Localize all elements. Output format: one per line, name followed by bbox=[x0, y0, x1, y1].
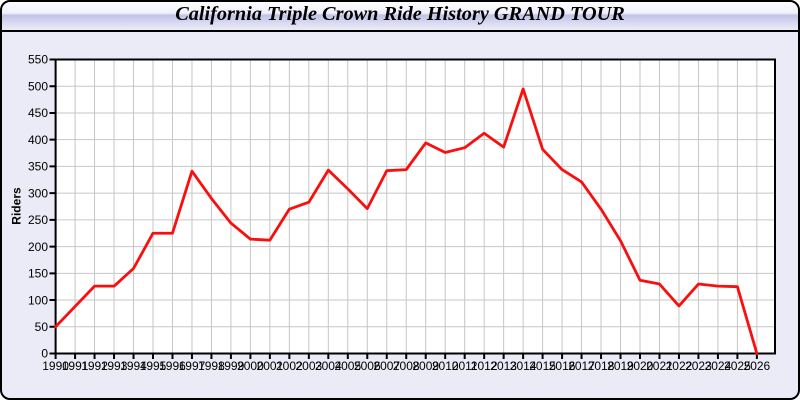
svg-text:2015: 2015 bbox=[529, 359, 556, 373]
svg-text:2016: 2016 bbox=[549, 359, 576, 373]
svg-text:1996: 1996 bbox=[159, 359, 186, 373]
svg-text:2022: 2022 bbox=[666, 359, 693, 373]
svg-text:2026: 2026 bbox=[744, 359, 771, 373]
svg-text:2002: 2002 bbox=[276, 359, 303, 373]
svg-text:2003: 2003 bbox=[295, 359, 322, 373]
svg-text:2004: 2004 bbox=[315, 359, 342, 373]
svg-text:1993: 1993 bbox=[101, 359, 128, 373]
svg-text:1997: 1997 bbox=[179, 359, 206, 373]
svg-text:2025: 2025 bbox=[724, 359, 751, 373]
svg-text:50: 50 bbox=[35, 320, 49, 334]
svg-text:2020: 2020 bbox=[627, 359, 654, 373]
svg-text:2014: 2014 bbox=[510, 359, 537, 373]
svg-text:2011: 2011 bbox=[452, 359, 478, 373]
svg-text:400: 400 bbox=[28, 133, 48, 147]
svg-text:2006: 2006 bbox=[354, 359, 381, 373]
svg-text:550: 550 bbox=[28, 53, 48, 67]
svg-text:1990: 1990 bbox=[42, 359, 69, 373]
svg-text:100: 100 bbox=[28, 293, 48, 307]
svg-text:2019: 2019 bbox=[607, 359, 634, 373]
svg-text:2024: 2024 bbox=[705, 359, 732, 373]
svg-text:2009: 2009 bbox=[412, 359, 439, 373]
svg-text:2013: 2013 bbox=[490, 359, 517, 373]
svg-text:2005: 2005 bbox=[334, 359, 361, 373]
svg-text:2017: 2017 bbox=[568, 359, 595, 373]
svg-text:2008: 2008 bbox=[393, 359, 420, 373]
svg-text:2007: 2007 bbox=[373, 359, 400, 373]
svg-text:450: 450 bbox=[28, 106, 48, 120]
svg-text:0: 0 bbox=[41, 347, 48, 361]
svg-text:1998: 1998 bbox=[198, 359, 225, 373]
svg-text:1992: 1992 bbox=[81, 359, 108, 373]
svg-text:2012: 2012 bbox=[471, 359, 498, 373]
svg-text:2018: 2018 bbox=[588, 359, 615, 373]
svg-text:1994: 1994 bbox=[120, 359, 147, 373]
svg-text:2021: 2021 bbox=[646, 359, 673, 373]
svg-text:350: 350 bbox=[28, 160, 48, 174]
svg-text:1999: 1999 bbox=[218, 359, 245, 373]
svg-text:2001: 2001 bbox=[257, 359, 284, 373]
svg-text:200: 200 bbox=[28, 240, 48, 254]
svg-text:1991: 1991 bbox=[62, 359, 89, 373]
svg-text:2000: 2000 bbox=[237, 359, 264, 373]
svg-text:150: 150 bbox=[28, 267, 48, 281]
svg-text:500: 500 bbox=[28, 79, 48, 93]
svg-text:1995: 1995 bbox=[140, 359, 167, 373]
svg-text:2023: 2023 bbox=[685, 359, 712, 373]
svg-text:300: 300 bbox=[28, 186, 48, 200]
svg-text:250: 250 bbox=[28, 213, 48, 227]
svg-text:Riders: Riders bbox=[10, 187, 24, 225]
svg-text:2010: 2010 bbox=[432, 359, 459, 373]
